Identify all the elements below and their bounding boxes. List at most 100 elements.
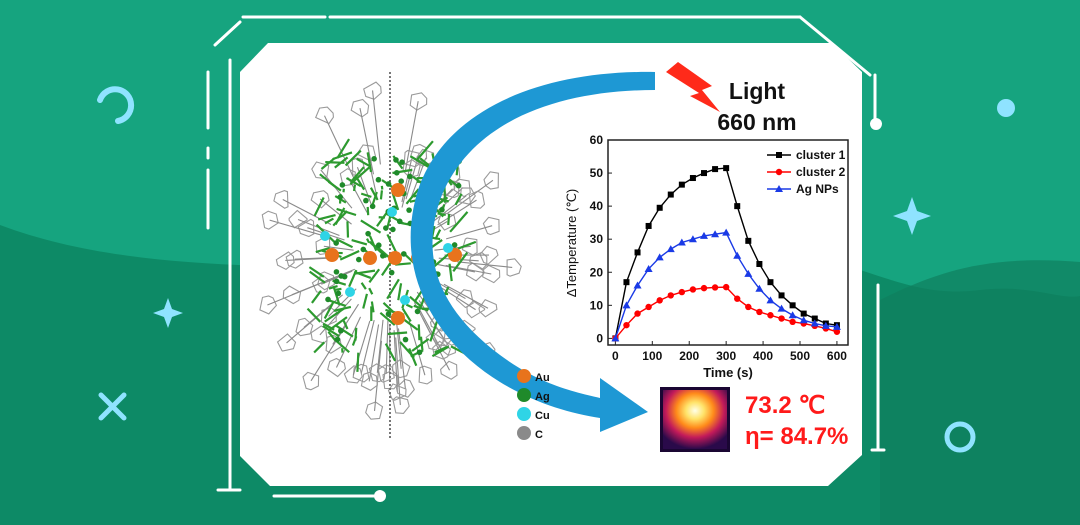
data-point	[811, 315, 818, 322]
data-point	[666, 245, 675, 253]
metal-bond	[413, 304, 429, 312]
metal-bond	[397, 283, 403, 301]
metal-bond	[356, 352, 360, 372]
data-point	[645, 222, 652, 229]
ag-atom	[451, 242, 458, 248]
data-point	[756, 260, 763, 267]
metal-bond	[360, 282, 367, 290]
ligand-bond	[457, 261, 513, 268]
data-point	[767, 312, 774, 319]
data-point	[745, 237, 752, 244]
ag-atom	[334, 336, 341, 343]
ligand-bond	[372, 90, 381, 165]
series-ag-nps	[611, 228, 841, 342]
atom-dot-ag	[517, 388, 531, 402]
legend-marker	[776, 152, 782, 158]
ligand-ring	[315, 236, 331, 255]
metal-bond	[327, 180, 342, 192]
ag-atom	[333, 269, 340, 275]
data-point	[744, 269, 753, 277]
ligand-ring	[482, 264, 501, 284]
legend-label: cluster 2	[796, 165, 846, 179]
data-point	[722, 228, 731, 236]
metal-bond	[350, 166, 365, 183]
y-tick-label: 20	[590, 265, 604, 279]
data-point	[645, 303, 652, 311]
ligand-bond	[443, 283, 489, 309]
x-tick-label: 200	[679, 349, 699, 363]
ligand-ring	[403, 149, 420, 168]
data-point	[733, 251, 742, 259]
data-point	[623, 279, 630, 286]
metal-bond	[327, 316, 348, 332]
temperature-chart: 0 100 200 300 400 500 600 0 10 20 30 40 50 60 cluster…	[564, 133, 849, 380]
ligand-bond	[404, 101, 419, 171]
data-point	[634, 310, 641, 317]
metal-bond	[315, 247, 330, 254]
metal-bond	[317, 213, 336, 221]
ligand-ring	[368, 363, 386, 383]
data-point	[700, 231, 708, 239]
atom-dot-au	[517, 369, 531, 383]
y-tick-label: 60	[590, 133, 604, 147]
ligand-ring	[276, 333, 297, 352]
metal-bond	[360, 219, 382, 234]
ag-atom	[388, 269, 395, 276]
x-axis-label: Time (s)	[703, 365, 753, 380]
ligand-ring	[365, 401, 384, 420]
ag-atom	[393, 157, 399, 163]
data-point	[678, 181, 685, 188]
metal-bond	[368, 287, 374, 295]
ligand-bond	[319, 198, 352, 225]
ligand-bond	[360, 319, 375, 374]
metal-bond	[452, 251, 469, 272]
ag-atom	[360, 246, 367, 253]
metal-bond	[379, 190, 384, 200]
data-point	[800, 310, 807, 317]
metal-bond	[409, 155, 430, 169]
legend-label: cluster 1	[796, 148, 846, 162]
ligand-bond	[320, 169, 353, 209]
result-temperature: 73.2 ℃	[745, 392, 825, 419]
ligand-ring	[314, 106, 334, 125]
ligand-ring	[259, 295, 278, 315]
ligand-ring	[310, 190, 330, 209]
ligand-bond	[397, 328, 406, 389]
cu-atom	[387, 207, 397, 217]
au-atom	[325, 248, 339, 262]
chart-series	[611, 165, 841, 342]
ag-atom	[407, 173, 413, 180]
ligand-ring	[302, 371, 320, 391]
metal-bond	[386, 233, 398, 254]
metal-bond	[370, 301, 375, 313]
metal-bond	[366, 152, 373, 173]
ag-atom	[383, 225, 389, 231]
ag-atom	[402, 336, 409, 343]
chart-ticks: 0 100 200 300 400 500 600 0 10 20 30 40 50 60	[590, 133, 848, 363]
ligand-ring	[273, 190, 289, 209]
ligand-bond	[376, 319, 384, 373]
ligand-ring	[297, 218, 315, 238]
data-point	[778, 315, 785, 322]
ag-atom	[385, 311, 392, 317]
metal-bond	[342, 320, 349, 330]
ligand-ring	[391, 359, 411, 379]
metal-bond	[384, 343, 397, 362]
ligand-ring	[395, 378, 415, 398]
y-tick-label: 50	[590, 166, 604, 180]
data-point	[789, 302, 796, 309]
ligand-ring	[461, 237, 478, 256]
cu-atom	[320, 231, 330, 241]
data-point	[832, 322, 841, 330]
metal-bond	[395, 262, 411, 266]
legend-marker	[775, 185, 783, 192]
ligand-ring	[482, 216, 500, 236]
metal-bond	[345, 177, 362, 188]
metal-bond	[335, 238, 354, 249]
data-point	[789, 318, 796, 326]
metal-bond	[332, 151, 353, 161]
ligand-ring	[360, 371, 378, 391]
data-point	[677, 238, 686, 246]
background-wave-right	[880, 260, 1080, 525]
ring-icon	[944, 421, 976, 453]
